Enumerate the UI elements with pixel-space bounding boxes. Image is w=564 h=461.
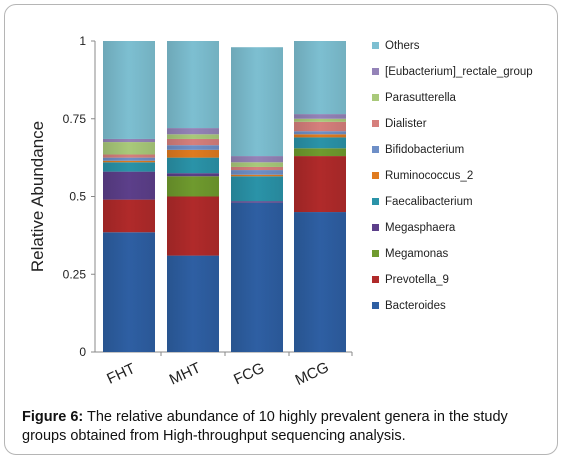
legend-label: Bacteroides (385, 300, 446, 312)
bar-segment (294, 121, 346, 132)
bar-segment (167, 173, 219, 177)
bar-segment (167, 196, 219, 256)
bar-segment (167, 41, 219, 129)
bar-segment (103, 171, 155, 200)
legend-swatch (372, 120, 379, 127)
bar-segment (231, 174, 283, 177)
legend-swatch (372, 172, 379, 179)
bar-segment (103, 157, 155, 161)
y-axis-label: Relative Abundance (28, 121, 47, 272)
legend-swatch (372, 42, 379, 49)
bar-segment (167, 128, 219, 135)
y-tick-label: 0.75 (63, 112, 87, 126)
bar-segment (231, 176, 283, 202)
bar-segment (231, 156, 283, 163)
bar-segment (294, 156, 346, 213)
bar-segment (167, 134, 219, 139)
bar-segment (167, 145, 219, 150)
bar-segment (231, 201, 283, 203)
bar-segment (294, 212, 346, 352)
bar-segment (294, 118, 346, 122)
bar-segment (103, 232, 155, 352)
bar-segment (294, 148, 346, 157)
bar-segment (103, 199, 155, 233)
bar-segment (294, 131, 346, 135)
caption-label: Figure 6: (22, 409, 84, 425)
legend-label: Faecalibacterium (385, 196, 473, 208)
y-tick-label: 0 (79, 345, 86, 359)
bar-segment (294, 41, 346, 115)
legend-label: Others (385, 40, 420, 52)
y-tick-label: 1 (79, 34, 86, 48)
x-tick-label: FCG (231, 360, 267, 389)
legend-swatch (372, 302, 379, 309)
bar-segment (103, 41, 155, 139)
legend-label: Megasphaera (385, 222, 456, 234)
legend-swatch (372, 198, 379, 205)
x-tick-label: FHT (104, 360, 138, 388)
bar-segment (231, 47, 283, 157)
legend-label: Dialister (385, 118, 427, 130)
legend-label: Ruminococcus_2 (385, 170, 473, 182)
legend-swatch (372, 276, 379, 283)
y-tick-label: 0.25 (63, 267, 87, 281)
caption-text: The relative abundance of 10 highly prev… (22, 409, 508, 444)
legend-label: Bifidobacterium (385, 144, 464, 156)
bar-segment (167, 255, 219, 352)
bar-segment (103, 142, 155, 155)
bar-segment (103, 160, 155, 163)
legend-label: Parasutterella (385, 92, 457, 104)
bar-segment (167, 138, 219, 146)
legend-swatch (372, 94, 379, 101)
bar-segment (294, 114, 346, 119)
bar-segment (167, 157, 219, 174)
bar-segment (231, 170, 283, 175)
legend-swatch (372, 68, 379, 75)
x-tick-label: MHT (167, 359, 204, 388)
legend-label: [Eubacterium]_rectale_group (385, 66, 533, 78)
legend-label: Megamonas (385, 248, 449, 260)
legend-swatch (372, 224, 379, 231)
legend-label: Prevotella_9 (385, 274, 449, 286)
bar-segment (167, 176, 219, 197)
figure-caption: Figure 6: The relative abundance of 10 h… (22, 408, 542, 446)
bar-segment (231, 166, 283, 171)
bar-segment (231, 162, 283, 167)
bar-segment (231, 202, 283, 352)
bar-segment (294, 134, 346, 138)
stacked-bar-chart: 0 0.25 0.5 0.75 1 Relative Abundance FHT MHT FCG… (28, 34, 533, 389)
y-tick-label: 0.5 (69, 190, 86, 204)
bar-segment (167, 149, 219, 158)
legend-swatch (372, 250, 379, 257)
bar-segment (103, 154, 155, 158)
x-tick-label: MCG (293, 359, 332, 389)
legend-swatch (372, 146, 379, 153)
bar-segment (294, 137, 346, 149)
bar-segment (103, 162, 155, 172)
bar-segment (103, 138, 155, 143)
